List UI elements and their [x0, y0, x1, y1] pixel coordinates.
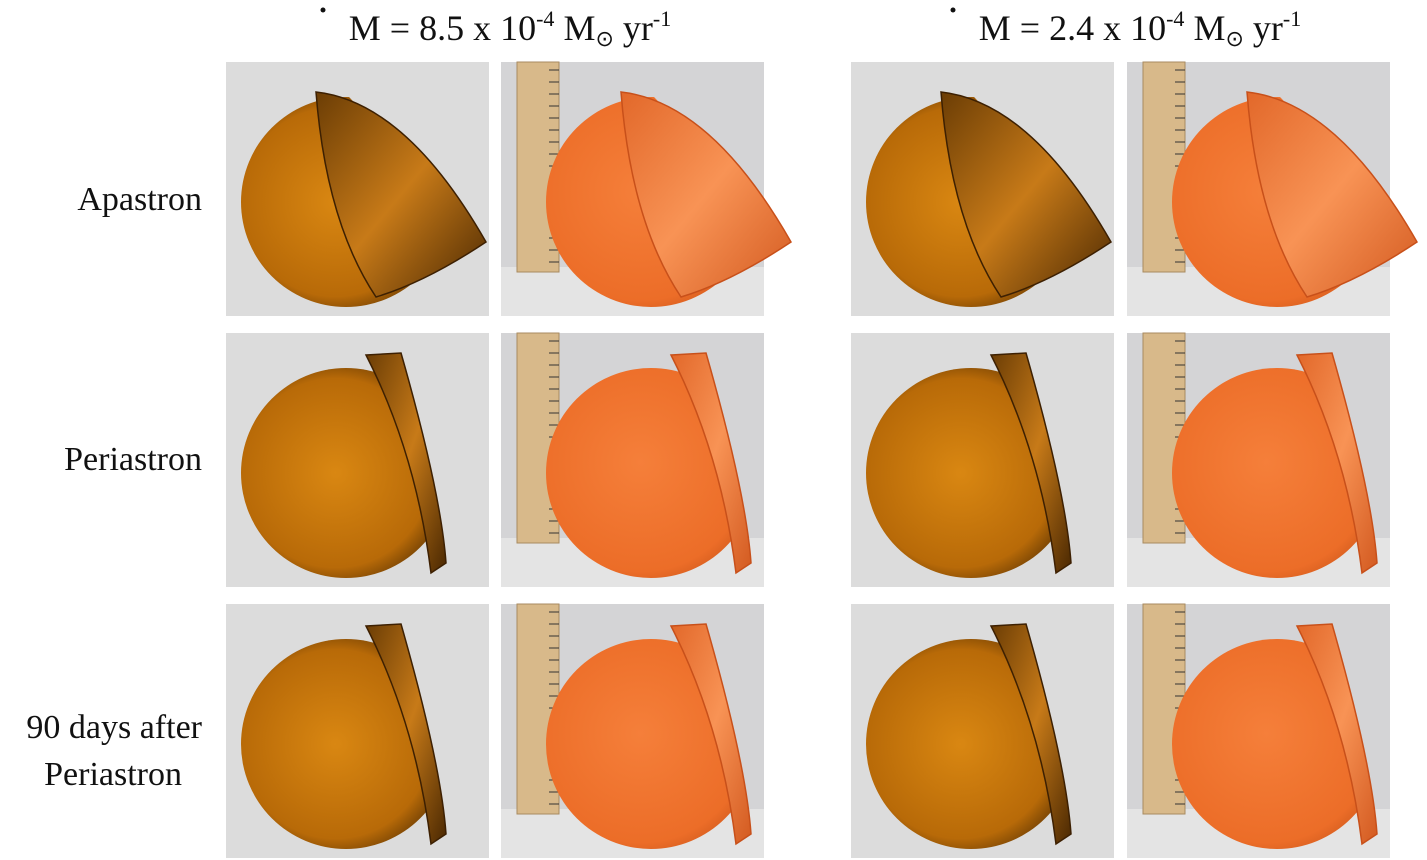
cut-surface [669, 623, 752, 846]
panels [226, 61, 1418, 858]
ruler [516, 61, 560, 273]
render-panel [851, 333, 1114, 587]
exponent: -1 [1283, 6, 1301, 31]
ruler [1142, 332, 1186, 544]
column-header: M = 8.5 x 10-4 M⊙ yr-1 [349, 0, 671, 54]
cut-surface [315, 91, 487, 298]
render-panel [226, 604, 489, 858]
ruler [1142, 603, 1186, 815]
row-label: Periastron [44, 756, 182, 793]
cut-surface [1295, 352, 1378, 575]
ruler [1142, 61, 1186, 273]
cut-surface [940, 91, 1112, 298]
photo-panel [1127, 332, 1390, 587]
exponent: -4 [536, 6, 554, 31]
header-1: M = 8.5 x 10-4 M⊙ yr-1 [320, 0, 671, 54]
row-label: Periastron [64, 441, 202, 478]
dot [320, 7, 326, 13]
photo-panel [501, 61, 792, 316]
per: yr [623, 8, 653, 48]
cut-surface [1295, 623, 1378, 846]
per: yr [1253, 8, 1283, 48]
cut-surface [364, 352, 447, 575]
dot [950, 7, 956, 13]
photo-panel [1127, 61, 1418, 316]
cut-surface [989, 352, 1072, 575]
header-2: M = 2.4 x 10-4 M⊙ yr-1 [950, 0, 1301, 54]
symbol: M [979, 8, 1011, 48]
equation: = 8.5 x 10 [390, 8, 536, 48]
render-panel [851, 62, 1114, 316]
column-header: M = 2.4 x 10-4 M⊙ yr-1 [979, 0, 1301, 54]
render-panel [226, 333, 489, 587]
sun: ⊙ [1225, 26, 1243, 51]
exponent: -1 [653, 6, 671, 31]
row-label: 90 days after [26, 709, 202, 746]
sun: ⊙ [595, 26, 613, 51]
render-panel [851, 604, 1114, 858]
row-label: Apastron [77, 181, 202, 218]
cut-surface [620, 91, 792, 298]
exponent: -4 [1166, 6, 1184, 31]
photo-panel [501, 603, 764, 858]
symbol: M [349, 8, 381, 48]
photo-panel [1127, 603, 1390, 858]
unit: M [563, 8, 595, 48]
render-panel [226, 62, 489, 316]
ruler [516, 603, 560, 815]
unit: M [1193, 8, 1225, 48]
ruler [516, 332, 560, 544]
cut-surface [364, 623, 447, 846]
cut-surface [669, 352, 752, 575]
cut-surface [989, 623, 1072, 846]
equation: = 2.4 x 10 [1020, 8, 1166, 48]
photo-panel [501, 332, 764, 587]
cut-surface [1246, 91, 1418, 298]
